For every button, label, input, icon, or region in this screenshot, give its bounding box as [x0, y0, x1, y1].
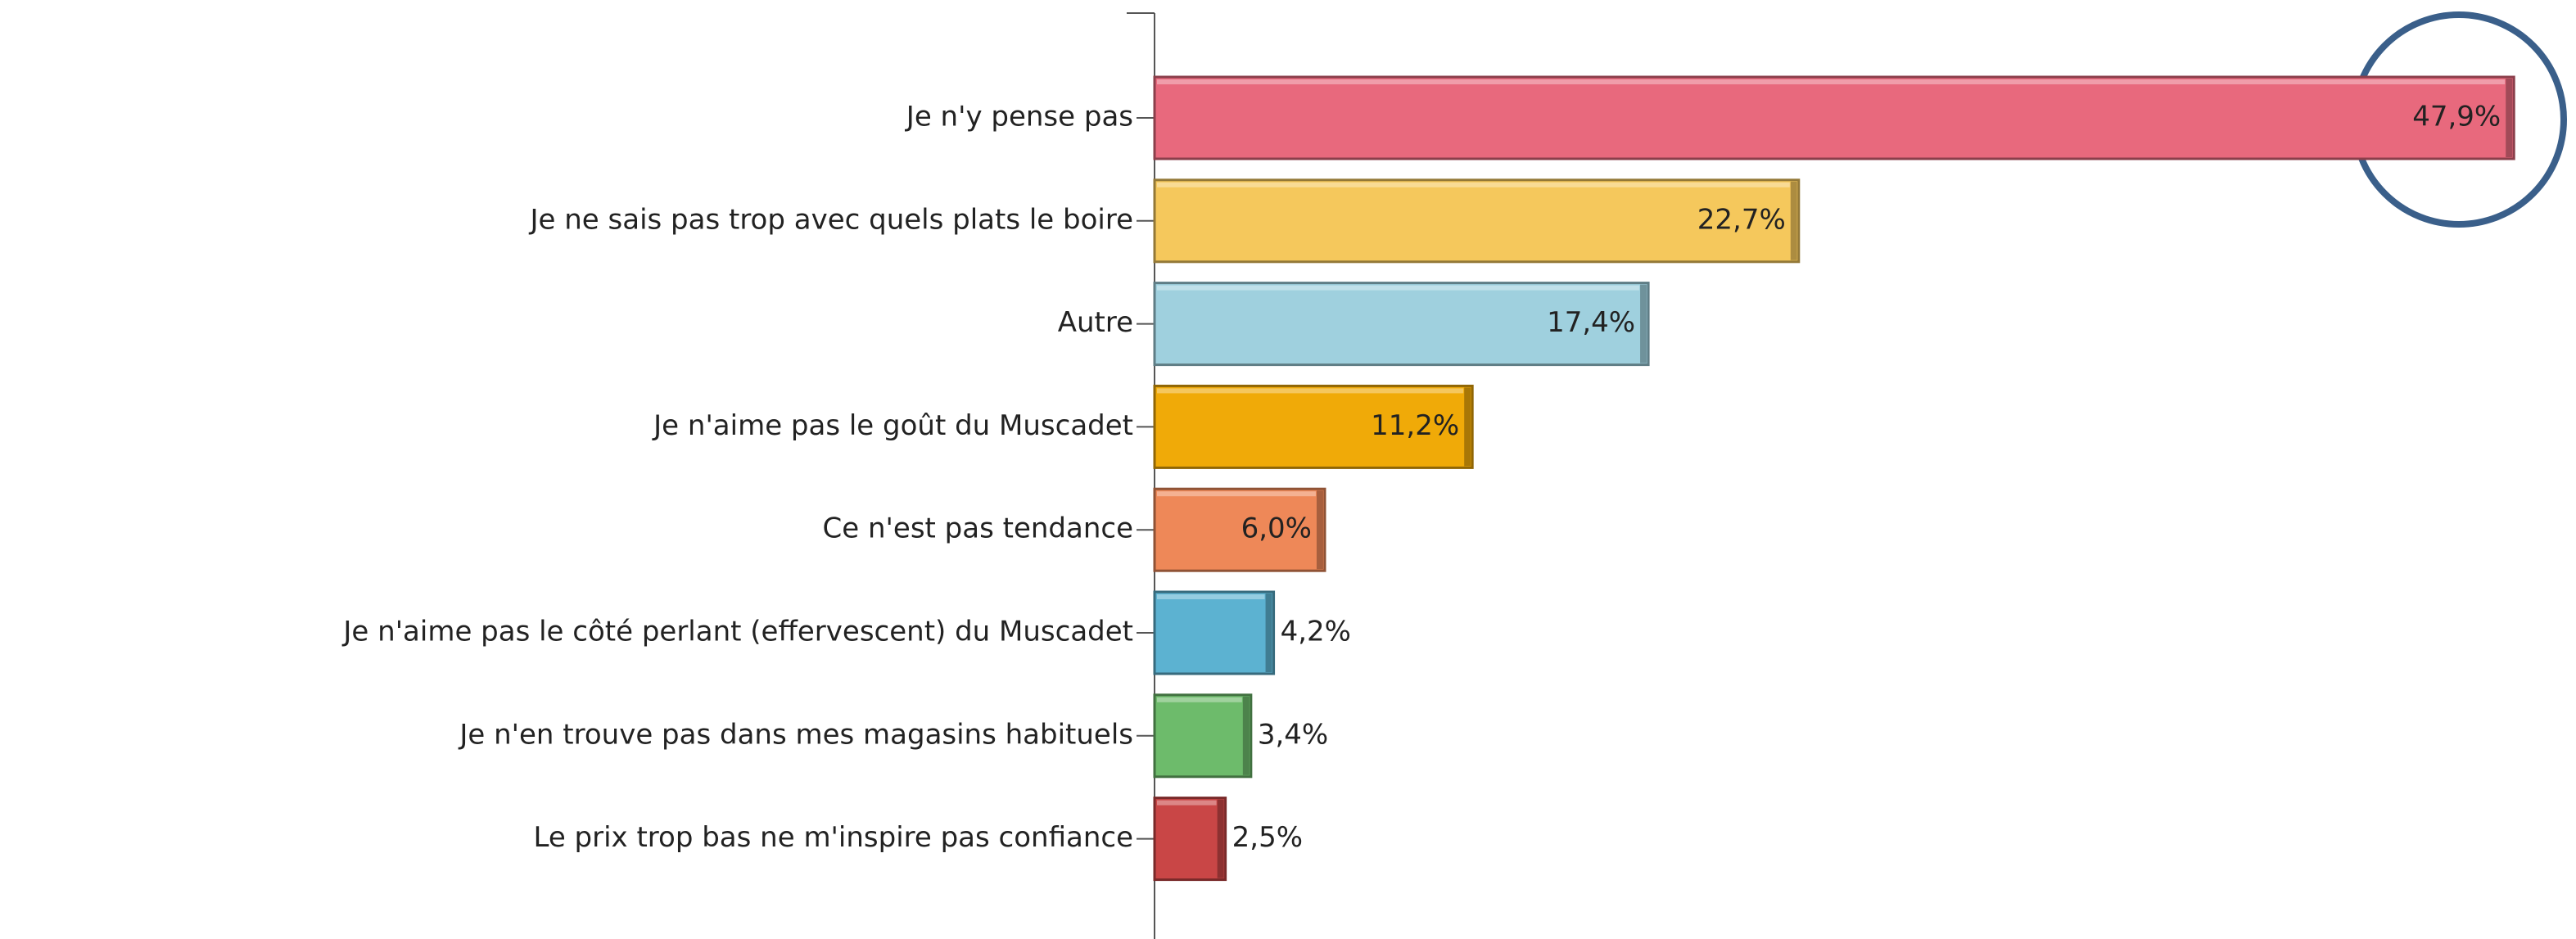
bar-highlight: [1157, 491, 1316, 497]
value-label: 2,5%: [1232, 821, 1303, 854]
bar-highlight: [1157, 594, 1265, 599]
bar-highlight: [1157, 800, 1217, 806]
value-label: 3,4%: [1258, 718, 1328, 751]
bar-shade: [1265, 594, 1272, 672]
bar: [1153, 384, 1474, 469]
bar-shade: [1790, 181, 1797, 260]
category-label: Je ne sais pas trop avec quels plats le …: [529, 203, 1134, 236]
value-label: 11,2%: [1371, 409, 1459, 442]
bar-highlight: [1157, 697, 1242, 702]
bar-shade: [1316, 490, 1323, 570]
bar: [1153, 75, 2515, 160]
category-label: Autre: [1058, 306, 1133, 339]
bar: [1153, 178, 1801, 264]
bar: [1153, 487, 1326, 572]
category-label: Je n'aime pas le côté perlant (effervesc…: [341, 616, 1133, 648]
category-label: Ce n'est pas tendance: [823, 512, 1133, 545]
bar-highlight: [1157, 285, 1640, 291]
bar-shade: [1217, 799, 1224, 878]
bar: [1153, 282, 1650, 367]
bar: [1153, 693, 1253, 779]
bar-highlight: [1157, 182, 1790, 187]
bar-highlight: [1157, 79, 2506, 84]
value-label: 22,7%: [1697, 203, 1786, 236]
bar-shade: [2506, 79, 2513, 157]
bar-shade: [1640, 284, 1647, 363]
category-label: Je n'y pense pas: [905, 101, 1133, 133]
value-label: 47,9%: [2412, 101, 2501, 133]
bar-shade: [1464, 387, 1471, 467]
value-label: 17,4%: [1547, 306, 1635, 339]
bar-highlight: [1157, 388, 1464, 394]
bar-shade: [1242, 696, 1250, 775]
value-label: 6,0%: [1241, 512, 1312, 545]
value-label: 4,2%: [1281, 616, 1351, 648]
bar: [1153, 590, 1276, 675]
category-label: Je n'aime pas le goût du Muscadet: [652, 409, 1133, 442]
category-label: Le prix trop bas ne m'inspire pas confia…: [533, 821, 1133, 854]
category-label: Je n'en trouve pas dans mes magasins hab…: [458, 718, 1133, 751]
bar: [1153, 797, 1227, 882]
